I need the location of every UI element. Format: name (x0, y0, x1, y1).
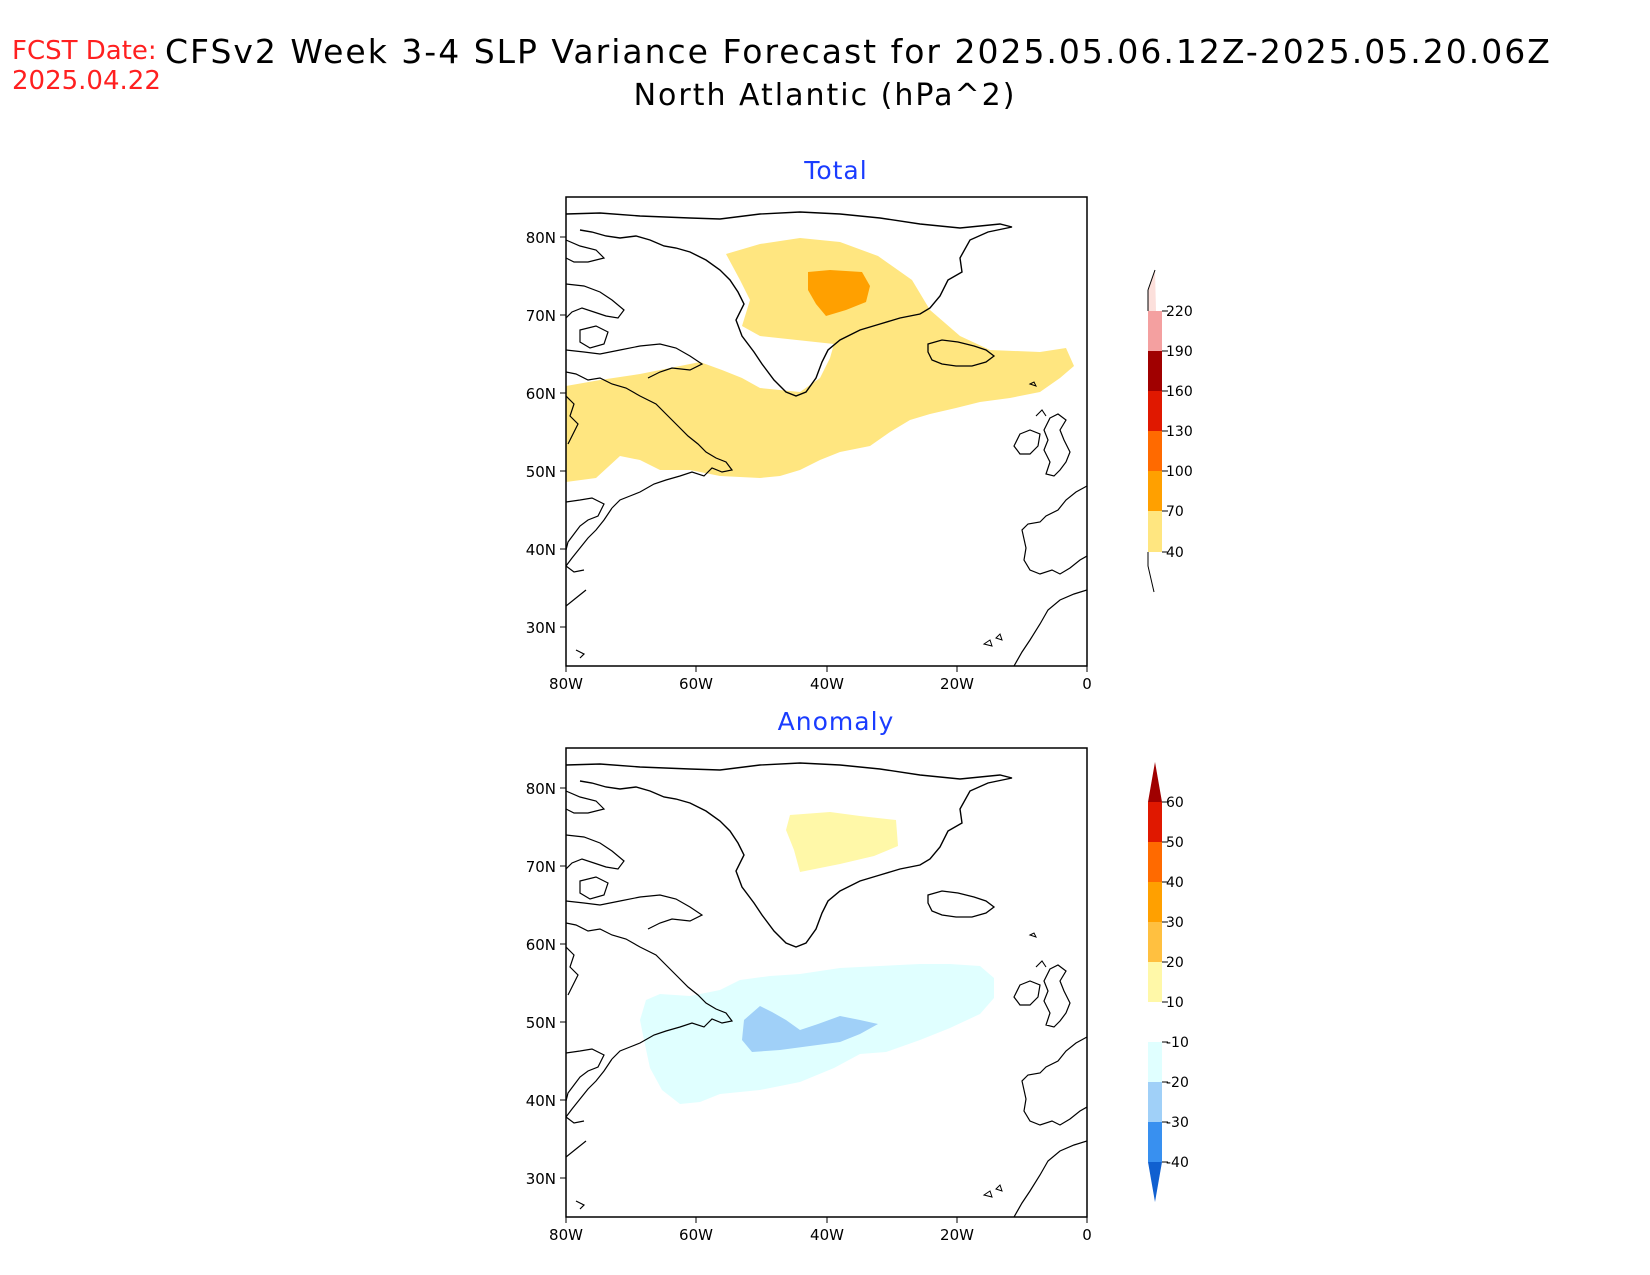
lon-label: 0 (1082, 675, 1092, 693)
anomaly-shade-neg20 (742, 1006, 878, 1052)
lat-label: 70N (526, 858, 556, 876)
main-title: CFSv2 Week 3-4 SLP Variance Forecast for… (165, 32, 1552, 71)
lat-label: 40N (526, 1092, 556, 1110)
fcst-date-label: FCST Date: (12, 36, 157, 66)
lat-label: 80N (526, 780, 556, 798)
anomaly-lat-axis: 80N 70N 60N 50N 40N 30N (526, 780, 566, 1188)
cb-anom-swatch (1148, 962, 1162, 1002)
cb-anom-label: -20 (1166, 1075, 1189, 1091)
lat-label: 60N (526, 385, 556, 403)
cb-anom-label: 60 (1166, 795, 1184, 811)
cb-anom-label: 20 (1166, 955, 1184, 971)
cb-anom-swatch (1148, 802, 1162, 842)
lat-label: 70N (526, 307, 556, 325)
total-shade-70 (808, 270, 870, 316)
subtitle: North Atlantic (hPa^2) (633, 78, 1017, 113)
cb-anom-label: 40 (1166, 875, 1184, 891)
cb-total-label: 40 (1166, 545, 1184, 561)
total-lon-axis: 80W 60W 40W 20W 0 (549, 666, 1092, 693)
cb-anom-label: 50 (1166, 835, 1184, 851)
lon-label: 60W (679, 675, 713, 693)
lon-label: 40W (810, 1226, 844, 1244)
total-map (566, 211, 1087, 666)
cb-total-swatch (1148, 311, 1162, 351)
cb-total-swatch (1148, 511, 1162, 552)
anomaly-map (566, 762, 1087, 1217)
cb-anom-swatch (1148, 842, 1162, 882)
cb-anom-label: -10 (1166, 1035, 1189, 1051)
lat-label: 60N (526, 936, 556, 954)
total-lat-axis: 80N 70N 60N 50N 40N 30N (526, 229, 566, 637)
lon-label: 20W (940, 1226, 974, 1244)
panel-title-anomaly: Anomaly (778, 707, 895, 736)
cb-anom-swatch (1148, 922, 1162, 962)
cb-total-label: 220 (1166, 304, 1193, 320)
lat-label: 30N (526, 1170, 556, 1188)
lon-label: 40W (810, 675, 844, 693)
cb-total-swatch (1148, 391, 1162, 431)
cb-anom-top-cap (1148, 762, 1162, 802)
cb-anom-swatch (1148, 1082, 1162, 1122)
lat-label: 30N (526, 619, 556, 637)
lon-label: 80W (549, 675, 583, 693)
fcst-date-value: 2025.04.22 (12, 66, 161, 96)
cb-anom-swatch (1148, 1002, 1162, 1042)
cb-anom-label: 10 (1166, 995, 1184, 1011)
lat-label: 50N (526, 1014, 556, 1032)
cb-anom-swatch (1148, 882, 1162, 922)
total-shade-40 (566, 238, 1074, 482)
cb-total-label: 190 (1166, 344, 1193, 360)
anomaly-shade-10 (786, 812, 898, 872)
cb-total-label: 160 (1166, 384, 1193, 400)
cb-total-label: 70 (1166, 504, 1184, 520)
cb-anom-label: -30 (1166, 1115, 1189, 1131)
anomaly-colorbar: 60 50 40 30 20 10 -10 -20 -30 -40 (1148, 762, 1189, 1202)
panel-title-total: Total (803, 156, 867, 185)
cb-total-top-cap (1148, 270, 1156, 311)
cb-anom-label: 30 (1166, 915, 1184, 931)
cb-total-swatch (1148, 351, 1162, 391)
cb-total-swatch (1148, 431, 1162, 471)
lon-label: 60W (679, 1226, 713, 1244)
lat-label: 50N (526, 463, 556, 481)
lat-label: 80N (526, 229, 556, 247)
anomaly-lon-axis: 80W 60W 40W 20W 0 (549, 1217, 1092, 1244)
cb-total-label: 130 (1166, 424, 1193, 440)
total-colorbar: 220 190 160 130 100 70 40 (1147, 269, 1193, 593)
lon-label: 20W (940, 675, 974, 693)
cb-anom-swatch (1148, 1122, 1162, 1162)
cb-total-swatch (1148, 471, 1162, 511)
cb-anom-swatch (1148, 1042, 1162, 1082)
lat-label: 40N (526, 541, 556, 559)
cb-anom-label: -40 (1166, 1155, 1189, 1171)
lon-label: 80W (549, 1226, 583, 1244)
lon-label: 0 (1082, 1226, 1092, 1244)
cb-total-label: 100 (1166, 464, 1193, 480)
cb-anom-bottom-cap (1148, 1162, 1162, 1202)
